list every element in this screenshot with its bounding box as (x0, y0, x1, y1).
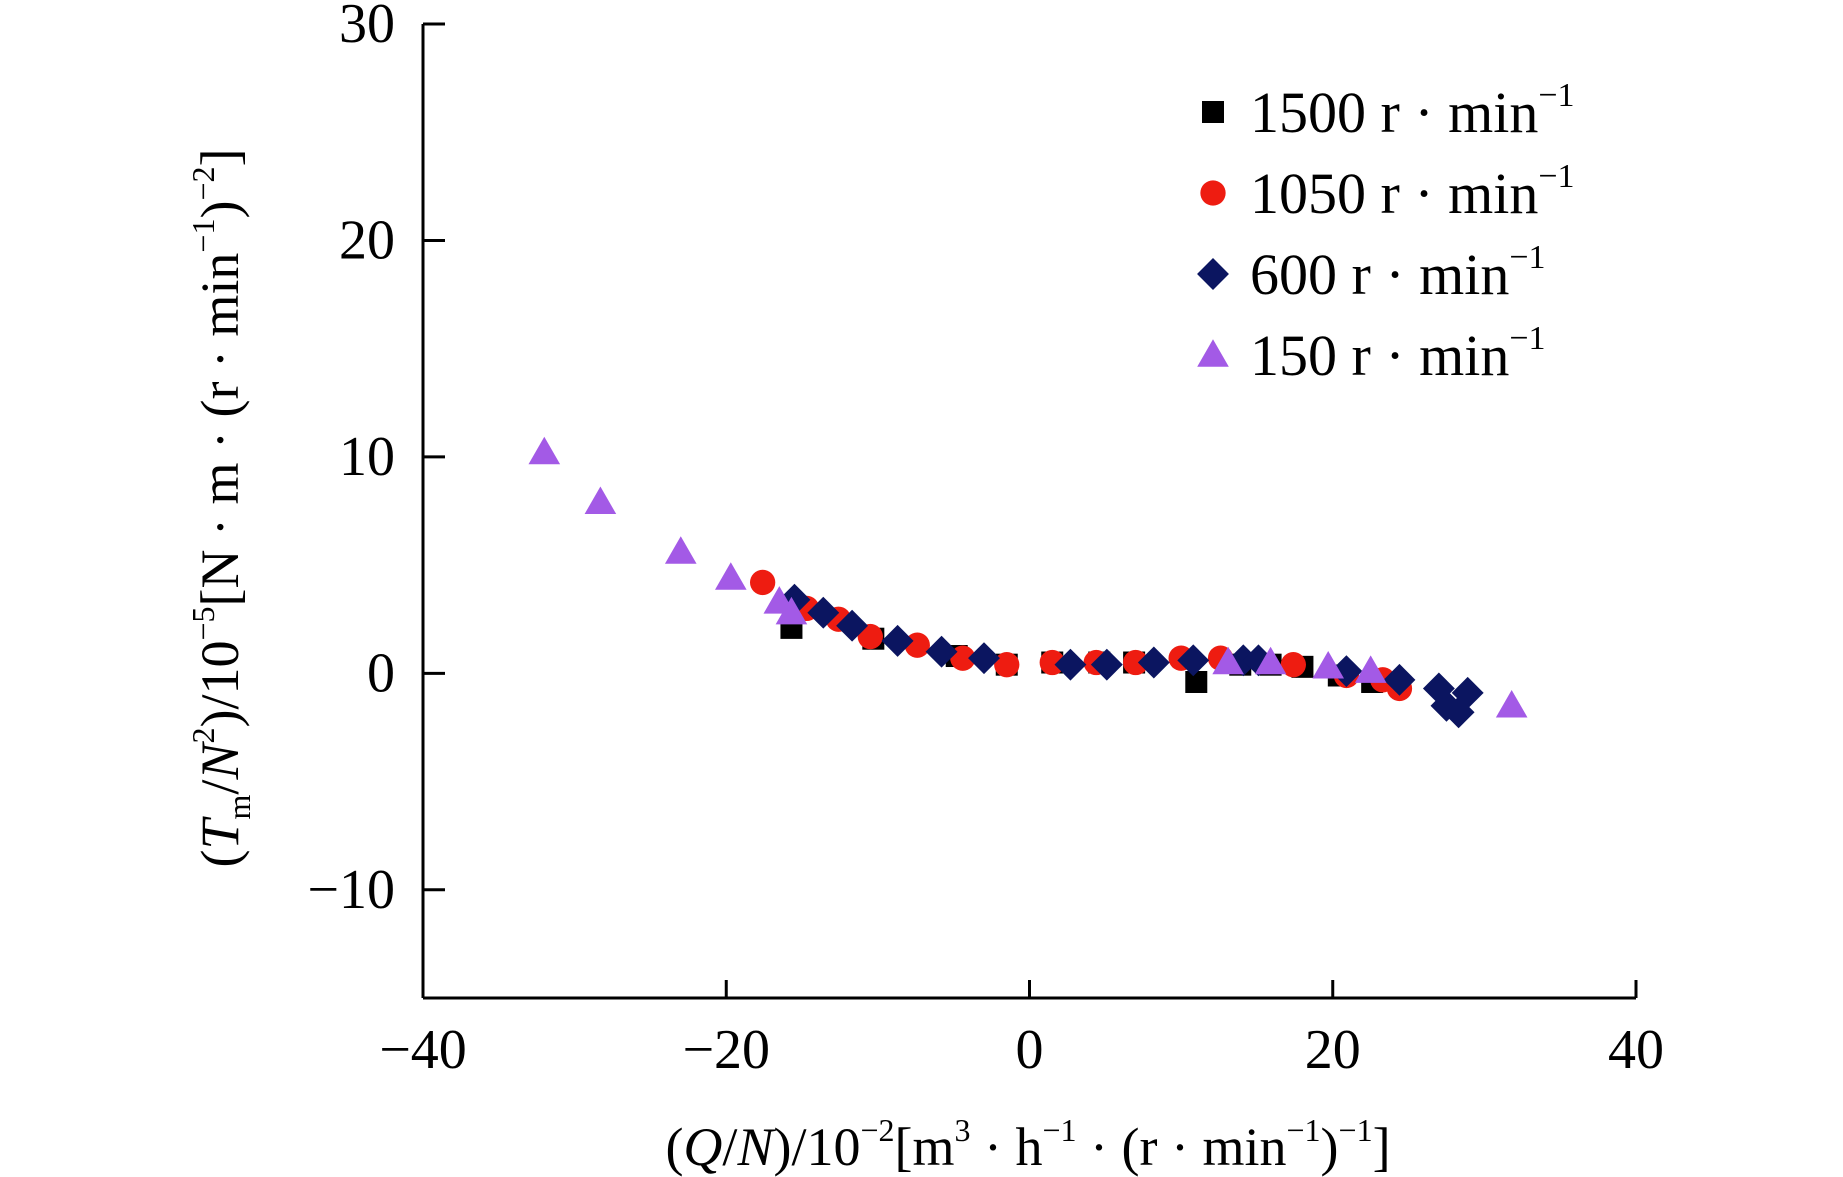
data-point (994, 652, 1020, 678)
x-tick-label: −40 (379, 1019, 467, 1081)
data-point (1212, 646, 1244, 675)
data-point (881, 624, 914, 657)
y-tick-label: 0 (367, 642, 395, 704)
data-point (1451, 676, 1484, 709)
y-tick-label: 30 (339, 0, 395, 55)
data-point (1330, 655, 1363, 688)
legend-item: 1500 r · min−1 (1202, 77, 1575, 145)
data-point (807, 596, 840, 629)
legend: 1500 r · min−1 1050 r · min−1 600 r · min−… (1197, 77, 1575, 388)
x-tick-label: 20 (1305, 1019, 1361, 1081)
data-point (714, 562, 747, 590)
legend-label: 1500 r · min−1 (1250, 77, 1575, 145)
data-point (1242, 644, 1275, 677)
y-tick-label: 10 (339, 426, 395, 488)
x-tick-label: 40 (1608, 1019, 1664, 1081)
data-point (1185, 670, 1208, 693)
legend-item: 150 r · min−1 (1197, 320, 1546, 388)
x-tick-label: 0 (1016, 1019, 1044, 1081)
data-point (857, 623, 883, 650)
data-point (1254, 646, 1287, 675)
legend-marker-triangle (1197, 339, 1229, 367)
data-point (1090, 648, 1123, 681)
y-tick-label: 20 (339, 209, 395, 271)
y-tick-label: −10 (307, 859, 395, 921)
data-point (584, 486, 617, 515)
data-point (836, 609, 869, 642)
legend-label: 600 r · min−1 (1250, 239, 1546, 307)
legend-marker-square (1202, 101, 1224, 123)
data-point (664, 536, 697, 564)
legend-item: 1050 r · min−1 (1200, 158, 1575, 226)
x-axis-label: (Q/N)/10−2[m3 · h−1 · (r · min−1)−1] (665, 1112, 1390, 1177)
legend-marker-diamond (1197, 258, 1229, 290)
legend-marker-circle (1200, 180, 1226, 206)
data-point (1312, 651, 1345, 679)
series-diamond (778, 583, 1484, 729)
series-triangle (528, 436, 1528, 718)
data-point (1039, 649, 1065, 676)
data-point (749, 569, 776, 596)
data-point (1422, 672, 1455, 705)
x-tick-label: −20 (682, 1019, 770, 1081)
data-point (1054, 648, 1087, 681)
legend-label: 150 r · min−1 (1250, 320, 1546, 388)
data-point (1280, 652, 1306, 678)
y-axis-label: (Tm/N2)/10−5[N · m · (r · min−1)−2] (185, 149, 257, 868)
legend-label: 1050 r · min−1 (1250, 158, 1575, 226)
axes: −40 −20 0 20 40 −10 0 10 20 30 (307, 0, 1664, 1081)
data-point (1495, 689, 1528, 718)
data-points (528, 436, 1528, 729)
data-point (1430, 689, 1463, 722)
legend-item: 600 r · min−1 (1197, 239, 1546, 307)
data-point (528, 436, 561, 465)
data-point (775, 596, 808, 625)
data-point (925, 635, 958, 668)
data-point (1122, 649, 1149, 676)
data-point (778, 583, 811, 616)
data-point (1383, 663, 1416, 696)
data-point (1177, 644, 1210, 677)
data-point (1137, 646, 1170, 679)
data-point (968, 642, 1000, 675)
data-point (1354, 655, 1387, 683)
